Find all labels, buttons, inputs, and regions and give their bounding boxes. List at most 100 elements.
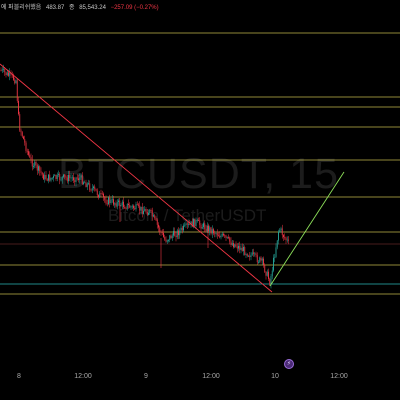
candle-body (28, 151, 29, 155)
candle-body (261, 258, 263, 261)
candle-body (14, 79, 16, 84)
candle-body (186, 223, 188, 225)
candle-body (30, 157, 32, 160)
lightning-icon[interactable]: ⚡ (284, 359, 294, 369)
candle-body (226, 237, 228, 239)
candle-body (33, 166, 34, 167)
candle-body (250, 254, 252, 257)
candle-body (215, 233, 217, 234)
candle-body (70, 177, 72, 179)
candle-body (265, 271, 267, 276)
candle-body (144, 209, 146, 211)
candle-body (48, 174, 49, 181)
candle-body (78, 178, 79, 181)
candle-body (278, 231, 279, 241)
candle-body (204, 223, 206, 229)
candle-body (64, 174, 66, 177)
candle-body (208, 225, 209, 232)
candle-body (211, 229, 213, 234)
candle-body (279, 229, 281, 232)
candle-body (93, 186, 94, 189)
candle-body (153, 215, 154, 217)
candle-body (260, 257, 262, 261)
candle-body (281, 228, 283, 236)
candle-body (85, 182, 87, 187)
candle-body (150, 209, 152, 211)
candle-body (231, 243, 233, 245)
candle-body (74, 180, 76, 182)
candle-body (160, 231, 162, 233)
candle-body (179, 230, 181, 236)
level-lines (0, 32, 400, 295)
candle-body (230, 241, 232, 245)
candle-body (50, 177, 52, 181)
candle-body (139, 205, 141, 211)
candle-body (229, 237, 231, 242)
candle-body (9, 72, 11, 76)
candle-body (126, 203, 128, 209)
x-tick-label: 10 (271, 373, 279, 380)
candle-body (258, 261, 259, 263)
candle-body (203, 223, 204, 227)
candle-body (114, 203, 116, 205)
candle-body (206, 225, 208, 232)
candle-body (95, 188, 97, 191)
candle-body (44, 174, 46, 180)
candle-body (240, 247, 242, 250)
candle-body (228, 237, 229, 239)
candle-body (131, 205, 133, 207)
candle-body (138, 204, 139, 206)
candle-body (200, 224, 202, 229)
candle-body (213, 229, 214, 234)
candle-body (15, 80, 17, 84)
candle-body (223, 233, 224, 236)
candle-body (65, 176, 67, 178)
candle-body (275, 247, 277, 257)
candle-body (235, 244, 237, 247)
candle-body (90, 189, 92, 191)
candle-body (188, 223, 189, 225)
candle-body (53, 175, 54, 178)
candle-body (121, 201, 123, 206)
candle-body (255, 253, 257, 256)
candle-body (76, 177, 78, 179)
candle-body (158, 224, 159, 228)
candle-body (164, 236, 166, 240)
candle-body (3, 68, 4, 70)
candle-body (69, 174, 71, 178)
candle-body (6, 72, 8, 76)
candle-body (119, 200, 121, 206)
publish-note: 에 퍼블리쉬했음 (1, 5, 42, 11)
candle-body (59, 174, 61, 180)
candle-body (259, 257, 261, 262)
candle-body (239, 245, 241, 250)
candle-body (96, 190, 98, 196)
candle-body (264, 264, 266, 272)
candle-body (34, 161, 36, 167)
candle-body (205, 228, 207, 232)
candle-body (163, 232, 164, 237)
candle-body (91, 188, 93, 191)
candle-body (173, 231, 174, 236)
candle-body (151, 210, 153, 217)
candle-body (99, 193, 101, 198)
candle-body (71, 177, 73, 179)
candle-body (145, 209, 147, 212)
descending-trendline (0, 63, 273, 293)
candle-body (8, 72, 9, 76)
candle-body (251, 252, 253, 255)
candle-body (276, 240, 278, 248)
candle-body (89, 183, 91, 190)
candle-body (108, 197, 109, 205)
candle-body (100, 193, 102, 194)
candle-body (84, 182, 86, 184)
candle-body (128, 203, 129, 206)
candle-body (174, 231, 176, 236)
candle-body (29, 154, 31, 158)
candle-body (39, 166, 41, 172)
candle-body (156, 220, 158, 225)
candle-body (35, 161, 37, 165)
candle-body (136, 204, 138, 206)
